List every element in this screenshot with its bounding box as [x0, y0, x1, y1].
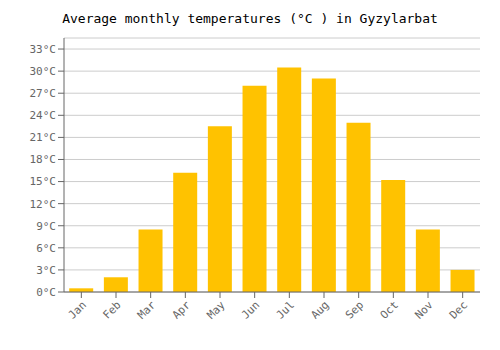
svg-text:Feb: Feb: [100, 298, 123, 321]
svg-text:Nov: Nov: [412, 298, 436, 322]
svg-text:21°C: 21°C: [30, 131, 57, 144]
svg-text:33°C: 33°C: [30, 43, 57, 56]
svg-text:Jan: Jan: [66, 298, 89, 321]
html-text:Average monthly temperatures (: Average monthly temperatures (°C ) in Gy…: [62, 11, 438, 26]
svg-text:24°C: 24°C: [30, 109, 57, 122]
svg-text:30°C: 30°C: [30, 65, 57, 78]
svg-text:Oct: Oct: [378, 298, 401, 321]
svg-text:May: May: [204, 298, 228, 322]
svg-text:Aug: Aug: [308, 298, 331, 321]
svg-text:Apr: Apr: [170, 298, 194, 322]
svg-text:Jun: Jun: [239, 298, 262, 321]
svg-text:Jul: Jul: [274, 298, 297, 321]
svg-text:12°C: 12°C: [30, 198, 57, 211]
svg-text:18°C: 18°C: [30, 153, 57, 166]
svg-text:9°C: 9°C: [36, 220, 56, 233]
svg-text:6°C: 6°C: [36, 242, 56, 255]
svg-text:0°C: 0°C: [36, 286, 56, 299]
svg-text:27°C: 27°C: [30, 87, 57, 100]
svg-text:3°C: 3°C: [36, 264, 56, 277]
svg-text:15°C: 15°C: [30, 175, 57, 188]
svg-text:Sep: Sep: [343, 298, 366, 321]
svg-text:Dec: Dec: [447, 298, 470, 321]
svg-text:Mar: Mar: [135, 298, 159, 322]
